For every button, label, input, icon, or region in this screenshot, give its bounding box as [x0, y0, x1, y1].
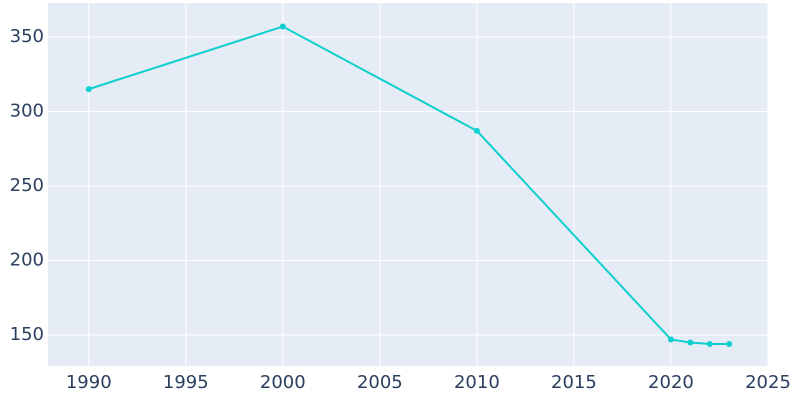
marker [279, 23, 286, 30]
y-tick-label: 300 [10, 100, 44, 121]
x-tick-label: 1990 [66, 372, 112, 393]
marker [687, 339, 694, 346]
y-tick-label: 250 [10, 175, 44, 196]
marker [85, 86, 92, 93]
x-tick-label: 2000 [260, 372, 306, 393]
marker [726, 340, 733, 347]
plot-area [48, 3, 768, 366]
x-tick-label: 2025 [745, 372, 791, 393]
x-tick-label: 2015 [551, 372, 597, 393]
marker [706, 340, 713, 347]
y-tick-label: 350 [10, 26, 44, 47]
x-tick-label: 2005 [357, 372, 403, 393]
x-tick-label: 2020 [648, 372, 694, 393]
y-tick-label: 150 [10, 324, 44, 345]
x-tick-label: 2010 [454, 372, 500, 393]
y-tick-label: 200 [10, 249, 44, 270]
x-tick-label: 1995 [163, 372, 209, 393]
marker [473, 127, 480, 134]
marker [667, 336, 674, 343]
